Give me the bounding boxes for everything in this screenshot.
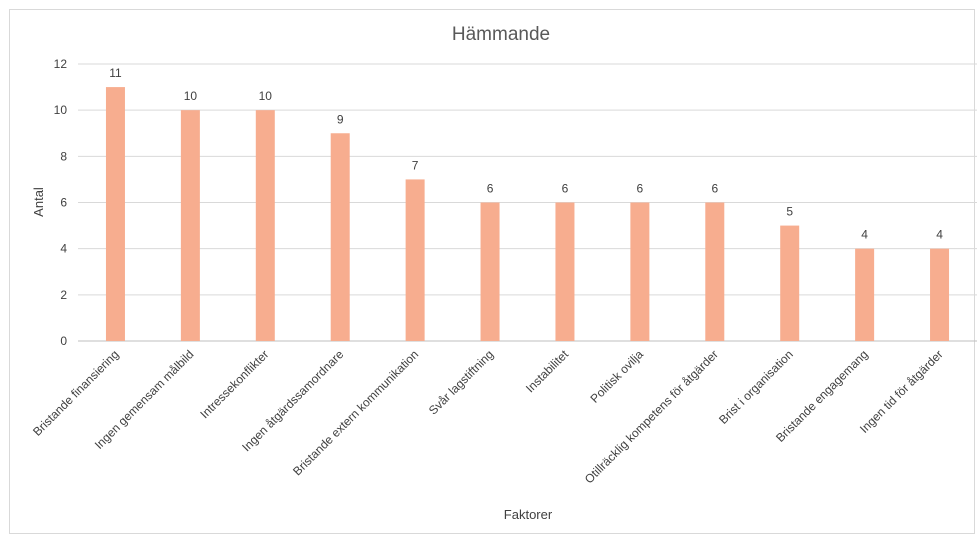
bar <box>705 202 725 341</box>
data-label: 10 <box>259 89 273 103</box>
data-label: 7 <box>412 158 419 172</box>
x-tick-label: Bristande extern kommunikation <box>290 347 421 478</box>
x-tick-label: Instabilitet <box>523 347 572 396</box>
data-label: 9 <box>337 112 344 126</box>
x-tick-label: Ingen tid för åtgärder <box>857 347 946 436</box>
x-axis-title: Faktorer <box>504 507 553 522</box>
data-label: 10 <box>184 89 198 103</box>
bar <box>780 225 800 341</box>
y-axis-title: Antal <box>31 187 46 217</box>
y-tick-label: 2 <box>60 288 67 302</box>
bar <box>630 202 650 341</box>
x-tick-label: Otillräcklig kompetens för åtgärder <box>582 347 721 486</box>
y-tick-label: 8 <box>60 149 67 163</box>
data-label: 6 <box>487 182 494 196</box>
x-tick-label: Svår lagstiftning <box>426 347 496 417</box>
gridlines <box>78 63 977 342</box>
bar <box>480 202 500 341</box>
data-label: 6 <box>562 182 569 196</box>
data-label: 4 <box>936 228 943 242</box>
chart-title: Hämmande <box>452 24 550 45</box>
y-tick-label: 4 <box>60 242 67 256</box>
bars <box>105 87 950 342</box>
data-label: 5 <box>786 205 793 219</box>
bar <box>330 133 350 341</box>
bar <box>555 202 575 341</box>
bar <box>405 179 425 341</box>
data-label: 6 <box>711 182 718 196</box>
y-tick-label: 12 <box>54 57 68 71</box>
x-tick-label: Politisk ovilja <box>588 347 647 406</box>
data-labels: 11 10 10 9 7 6 6 6 6 5 4 4 <box>109 66 943 242</box>
y-axis-ticks: 0 2 4 6 8 10 12 <box>54 57 68 348</box>
x-tick-label: Brist i organisation <box>716 347 796 427</box>
bar <box>930 248 950 341</box>
y-tick-label: 10 <box>54 103 68 117</box>
bar <box>105 87 125 341</box>
bar <box>255 110 275 342</box>
bar <box>855 248 875 341</box>
data-label: 6 <box>637 182 644 196</box>
y-tick-label: 6 <box>60 196 67 210</box>
data-label: 4 <box>861 228 868 242</box>
x-tick-label: Intressekonflikter <box>197 347 271 421</box>
data-label: 11 <box>109 66 122 80</box>
y-tick-label: 0 <box>60 334 67 348</box>
bar <box>180 110 200 342</box>
